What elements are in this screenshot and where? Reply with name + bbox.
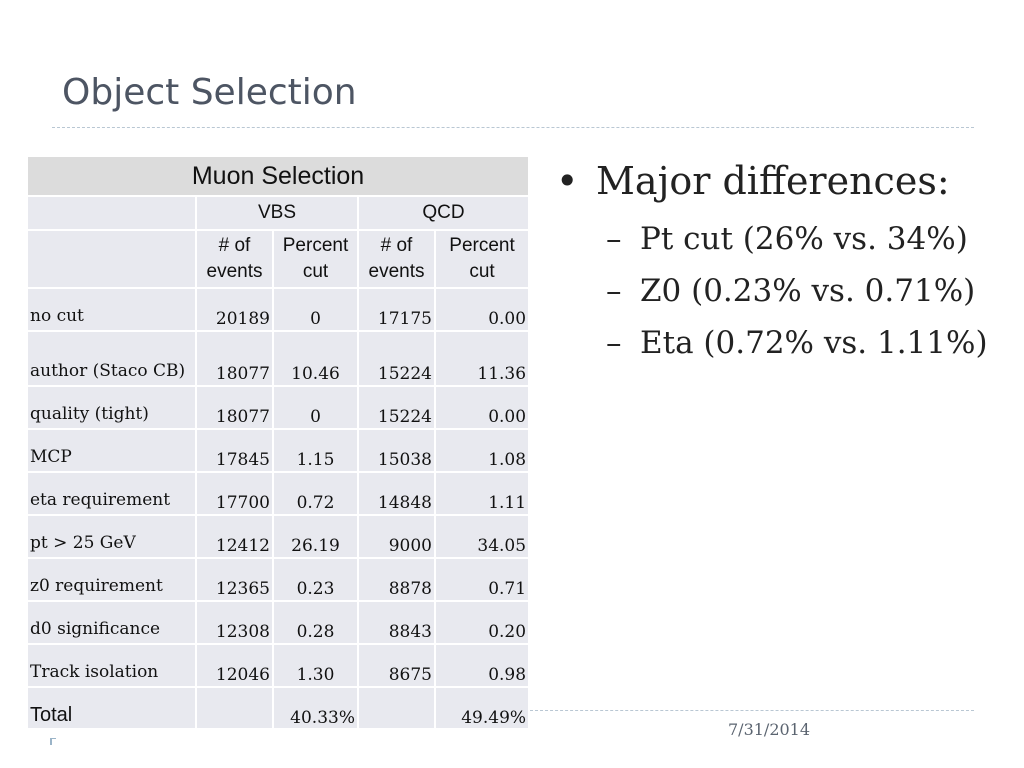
footer-date: 7/31/2014 bbox=[728, 720, 811, 739]
qcd-events: 8878 bbox=[357, 557, 436, 602]
table-row: Track isolation 12046 1.30 8675 0.98 bbox=[26, 643, 531, 688]
sub-bullet-text: Pt cut (26% vs. 34%) bbox=[640, 221, 968, 257]
vbs-events: 12308 bbox=[195, 600, 274, 645]
row-label: eta requirement bbox=[26, 471, 197, 516]
row-label: quality (tight) bbox=[26, 385, 197, 430]
vbs-percent: 1.30 bbox=[272, 643, 359, 688]
subheader-qcd-percent: Percent cut bbox=[433, 229, 531, 289]
table-title-row: Muon Selection bbox=[25, 155, 531, 197]
vbs-events: 18077 bbox=[195, 330, 274, 387]
row-label: z0 requirement bbox=[26, 557, 197, 602]
corner-mark-icon bbox=[50, 738, 56, 745]
qcd-events: 17175 bbox=[357, 287, 436, 332]
row-label: MCP bbox=[26, 428, 197, 473]
group-header-qcd: QCD bbox=[356, 195, 531, 231]
table-row: author (Staco CB) 18077 10.46 15224 11.3… bbox=[26, 330, 531, 387]
row-label: no cut bbox=[26, 287, 197, 332]
sub-bullet: – Pt cut (26% vs. 34%) bbox=[556, 220, 1016, 258]
qcd-events: 8843 bbox=[357, 600, 436, 645]
row-label: author (Staco CB) bbox=[26, 330, 197, 387]
total-vbs-percent: 40.33% bbox=[272, 686, 359, 730]
qcd-percent: 0.98 bbox=[433, 643, 531, 688]
qcd-events: 15224 bbox=[357, 385, 436, 430]
vbs-percent: 1.15 bbox=[272, 428, 359, 473]
qcd-events: 8675 bbox=[357, 643, 436, 688]
muon-selection-table: Muon Selection VBS QCD # of events Perce… bbox=[25, 155, 531, 730]
table-subheader-row: # of events Percent cut # of events Perc… bbox=[26, 229, 531, 289]
table-title: Muon Selection bbox=[25, 155, 531, 197]
footer-divider bbox=[530, 710, 974, 711]
qcd-percent: 1.11 bbox=[433, 471, 531, 516]
slide-title: Object Selection bbox=[62, 72, 357, 113]
subheader-vbs-percent: Percent cut bbox=[272, 229, 359, 289]
total-vbs-events-empty bbox=[195, 686, 274, 730]
vbs-events: 12365 bbox=[195, 557, 274, 602]
table-row: no cut 20189 0 17175 0.00 bbox=[26, 287, 531, 332]
bullet-list: • Major differences: – Pt cut (26% vs. 3… bbox=[556, 156, 1016, 362]
total-label: Total bbox=[26, 686, 197, 730]
vbs-events: 18077 bbox=[195, 385, 274, 430]
table-header-empty bbox=[26, 229, 197, 289]
vbs-percent: 0.72 bbox=[272, 471, 359, 516]
qcd-percent: 0.71 bbox=[433, 557, 531, 602]
qcd-percent: 11.36 bbox=[433, 330, 531, 387]
vbs-percent: 26.19 bbox=[272, 514, 359, 559]
qcd-percent: 1.08 bbox=[433, 428, 531, 473]
table-row: eta requirement 17700 0.72 14848 1.11 bbox=[26, 471, 531, 516]
qcd-events: 15038 bbox=[357, 428, 436, 473]
total-qcd-events-empty bbox=[357, 686, 436, 730]
table-group-header-row: VBS QCD bbox=[26, 195, 531, 231]
qcd-events: 14848 bbox=[357, 471, 436, 516]
table-row: MCP 17845 1.15 15038 1.08 bbox=[26, 428, 531, 473]
table-total-row: Total 40.33% 49.49% bbox=[26, 686, 531, 730]
dash-icon: – bbox=[606, 325, 622, 361]
group-header-vbs: VBS bbox=[195, 195, 359, 231]
table-row: z0 requirement 12365 0.23 8878 0.71 bbox=[26, 557, 531, 602]
vbs-percent: 0.23 bbox=[272, 557, 359, 602]
sub-bullet-text: Eta (0.72% vs. 1.11%) bbox=[640, 325, 988, 361]
total-qcd-percent: 49.49% bbox=[433, 686, 531, 730]
sub-bullet-text: Z0 (0.23% vs. 0.71%) bbox=[640, 273, 976, 309]
vbs-events: 12046 bbox=[195, 643, 274, 688]
vbs-percent: 0 bbox=[272, 287, 359, 332]
qcd-events: 15224 bbox=[357, 330, 436, 387]
sub-bullet: – Z0 (0.23% vs. 0.71%) bbox=[556, 272, 1016, 310]
bullet-main-text: Major differences: bbox=[596, 159, 950, 203]
row-label: Track isolation bbox=[26, 643, 197, 688]
bullet-main: • Major differences: bbox=[556, 156, 1016, 206]
row-label: pt > 25 GeV bbox=[26, 514, 197, 559]
vbs-events: 12412 bbox=[195, 514, 274, 559]
table-row: pt > 25 GeV 12412 26.19 9000 34.05 bbox=[26, 514, 531, 559]
dash-icon: – bbox=[606, 273, 622, 309]
qcd-percent: 0.00 bbox=[433, 287, 531, 332]
vbs-percent: 0.28 bbox=[272, 600, 359, 645]
row-label: d0 significance bbox=[26, 600, 197, 645]
vbs-events: 17700 bbox=[195, 471, 274, 516]
sub-bullet: – Eta (0.72% vs. 1.11%) bbox=[556, 324, 1016, 362]
dash-icon: – bbox=[606, 221, 622, 257]
subheader-qcd-events: # of events bbox=[357, 229, 436, 289]
table-header-empty bbox=[26, 195, 197, 231]
title-divider bbox=[52, 127, 974, 128]
table-row: d0 significance 12308 0.28 8843 0.20 bbox=[26, 600, 531, 645]
qcd-percent: 0.20 bbox=[433, 600, 531, 645]
table-row: quality (tight) 18077 0 15224 0.00 bbox=[26, 385, 531, 430]
subheader-vbs-events: # of events bbox=[195, 229, 274, 289]
qcd-percent: 0.00 bbox=[433, 385, 531, 430]
bullet-dot-icon: • bbox=[556, 159, 579, 203]
vbs-percent: 10.46 bbox=[272, 330, 359, 387]
qcd-percent: 34.05 bbox=[433, 514, 531, 559]
vbs-events: 17845 bbox=[195, 428, 274, 473]
qcd-events: 9000 bbox=[357, 514, 436, 559]
vbs-events: 20189 bbox=[195, 287, 274, 332]
vbs-percent: 0 bbox=[272, 385, 359, 430]
